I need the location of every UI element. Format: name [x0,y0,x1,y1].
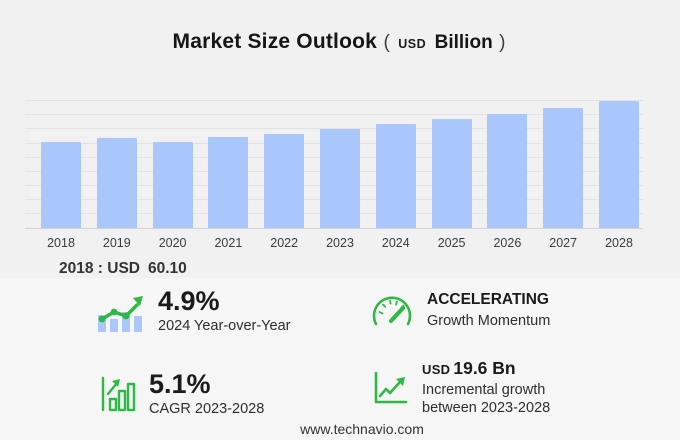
base-year-value: 60.10 [147,260,187,277]
bar-line-growth-icon [95,288,145,334]
incremental-value: 19.6 Bn [453,358,516,378]
stat-cagr: 5.1% CAGR 2023-2028 [100,370,264,418]
bar-2026 [487,113,528,228]
page-title: Market Size Outlook ( USD Billion ) [0,30,680,54]
x-tick-2026: 2026 [493,236,522,250]
x-tick-2022: 2022 [270,236,299,250]
cagr-value: 5.1% [149,369,211,399]
x-tick-2018: 2018 [47,236,75,250]
stat-yoy-growth: 4.9% 2024 Year-over-Year [95,287,290,335]
cagr-label: CAGR 2023-2028 [149,401,265,418]
yoy-label: 2024 Year-over-Year [158,318,291,335]
gridline [25,114,643,116]
title-paren-open: ( [383,32,390,53]
bar-2024 [375,124,416,228]
incremental-label-line2: between 2023-2028 [422,400,551,417]
title-paren-close: ) [499,32,506,53]
base-year-label: 2018 : USD [59,260,140,277]
x-tick-2027: 2027 [549,236,578,250]
x-tick-2024: 2024 [381,236,410,250]
x-tick-2028: 2028 [605,236,633,250]
momentum-label: Growth Momentum [427,312,551,329]
bar-2018 [41,142,81,228]
bar-2020 [152,141,193,228]
x-tick-2021: 2021 [214,236,243,250]
incremental-currency: USD [422,362,451,377]
x-tick-2023: 2023 [326,236,354,250]
incremental-label-line1: Incremental growth [422,382,546,398]
gridline [25,100,643,101]
stats-panel [0,278,680,440]
gridline [25,128,643,130]
footer-url: www.technavio.com [300,421,424,437]
title-main: Market Size Outlook [172,30,378,53]
bar-2021 [208,137,249,228]
yoy-value: 4.9% [158,286,220,316]
bar-2022 [264,133,305,228]
incremental-value-line: USD 19.6 Bn [422,358,550,379]
line-chart-icon [373,371,409,405]
x-tick-2019: 2019 [102,236,131,250]
base-year-annotation: 2018 : USD 60.10 [59,260,187,278]
title-unit: Billion [434,32,493,53]
bar-2027 [543,107,584,228]
momentum-value: ACCELERATING [427,291,549,308]
bar-chart-arrow-icon [100,375,136,413]
x-tick-2025: 2025 [437,236,466,250]
stat-incremental-growth: USD 19.6 Bn Incremental growth between 20… [373,358,550,417]
bar-chart: 2018 2019 2020 2021 2022 2023 2024 2025 2026 2027… [25,100,643,250]
stat-growth-momentum: ACCELERATING Growth Momentum [370,291,550,330]
x-tick-2020: 2020 [158,236,187,250]
x-axis-line [25,227,643,229]
bar-2023 [320,129,360,228]
title-currency: USD [398,37,427,51]
bar-2028 [599,101,639,228]
bar-2025 [431,119,472,228]
bar-2019 [96,137,137,228]
speedometer-icon [370,291,414,329]
